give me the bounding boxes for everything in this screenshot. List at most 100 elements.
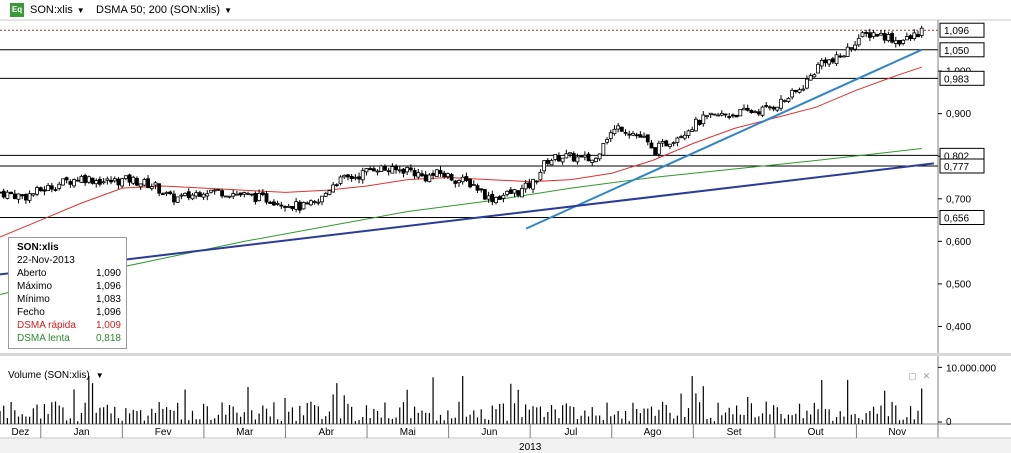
- candle[interactable]: [27, 193, 32, 201]
- candle[interactable]: [364, 168, 369, 173]
- candle[interactable]: [634, 134, 639, 137]
- candle[interactable]: [168, 191, 173, 195]
- close-panel-icon[interactable]: ✕: [922, 371, 931, 381]
- candle[interactable]: [712, 113, 717, 116]
- candle[interactable]: [901, 39, 906, 44]
- candle[interactable]: [160, 193, 165, 196]
- candle[interactable]: [79, 175, 84, 183]
- candle[interactable]: [564, 153, 569, 159]
- candle[interactable]: [575, 156, 580, 163]
- candle[interactable]: [645, 134, 650, 143]
- candle[interactable]: [264, 193, 269, 203]
- candle[interactable]: [16, 193, 21, 200]
- candle[interactable]: [705, 115, 709, 118]
- candle[interactable]: [749, 109, 754, 113]
- candle[interactable]: [279, 204, 284, 207]
- candle[interactable]: [9, 191, 14, 195]
- candle[interactable]: [172, 193, 176, 203]
- candle[interactable]: [501, 194, 506, 199]
- candle[interactable]: [779, 98, 783, 109]
- candle[interactable]: [716, 114, 721, 117]
- candle[interactable]: [253, 192, 258, 203]
- candle[interactable]: [438, 170, 443, 174]
- candle[interactable]: [123, 175, 128, 180]
- candle[interactable]: [623, 132, 628, 134]
- candle[interactable]: [368, 168, 373, 171]
- trendline-blue[interactable]: [525, 48, 923, 230]
- candle[interactable]: [442, 172, 447, 178]
- candle[interactable]: [908, 35, 913, 39]
- candle[interactable]: [494, 197, 498, 204]
- candle[interactable]: [531, 178, 535, 190]
- candle[interactable]: [431, 173, 435, 176]
- candle[interactable]: [112, 178, 117, 182]
- symbol-selector[interactable]: SON:xlis ▼: [30, 3, 85, 17]
- candle[interactable]: [771, 106, 776, 110]
- candle[interactable]: [768, 106, 772, 109]
- candle[interactable]: [127, 174, 132, 183]
- candle[interactable]: [131, 176, 136, 184]
- candle[interactable]: [805, 78, 809, 89]
- candle[interactable]: [897, 39, 902, 45]
- candle[interactable]: [420, 173, 424, 177]
- candle[interactable]: [523, 182, 528, 190]
- candle[interactable]: [390, 166, 395, 174]
- candle[interactable]: [568, 152, 572, 155]
- candle[interactable]: [57, 183, 62, 189]
- candle[interactable]: [423, 174, 428, 182]
- candle[interactable]: [693, 118, 698, 132]
- candle[interactable]: [331, 184, 336, 193]
- candle[interactable]: [216, 188, 221, 191]
- candle[interactable]: [808, 75, 813, 81]
- candle[interactable]: [297, 201, 302, 211]
- candle[interactable]: [197, 192, 202, 197]
- candle[interactable]: [249, 193, 254, 196]
- candle[interactable]: [638, 134, 643, 138]
- candle[interactable]: [542, 160, 547, 172]
- candle[interactable]: [146, 178, 150, 189]
- candle[interactable]: [738, 109, 743, 117]
- candle[interactable]: [753, 111, 758, 114]
- candle[interactable]: [408, 167, 413, 171]
- candle[interactable]: [397, 169, 402, 172]
- candle[interactable]: [98, 178, 102, 185]
- candle[interactable]: [238, 192, 243, 196]
- candle[interactable]: [527, 182, 532, 188]
- candle[interactable]: [323, 192, 328, 197]
- candle[interactable]: [445, 173, 450, 178]
- candle[interactable]: [919, 27, 924, 36]
- candle[interactable]: [879, 32, 883, 36]
- trendline-navy[interactable]: [0, 162, 935, 276]
- candle[interactable]: [312, 201, 317, 203]
- candle[interactable]: [212, 189, 217, 192]
- candle[interactable]: [612, 128, 617, 135]
- candle[interactable]: [538, 172, 543, 181]
- candle[interactable]: [682, 134, 687, 139]
- candle[interactable]: [301, 202, 306, 210]
- candle[interactable]: [190, 194, 195, 200]
- candle[interactable]: [138, 183, 143, 188]
- candle[interactable]: [912, 32, 917, 39]
- candle[interactable]: [690, 129, 695, 132]
- candle[interactable]: [38, 187, 43, 192]
- candle[interactable]: [605, 138, 609, 143]
- candle[interactable]: [72, 179, 76, 187]
- candle[interactable]: [183, 192, 187, 197]
- candle[interactable]: [860, 32, 865, 38]
- candle[interactable]: [149, 186, 154, 190]
- candle[interactable]: [49, 185, 54, 190]
- candle[interactable]: [490, 194, 495, 203]
- candle[interactable]: [886, 34, 891, 42]
- candle[interactable]: [742, 107, 746, 111]
- candle[interactable]: [597, 153, 602, 160]
- slow-ma-line[interactable]: [0, 148, 922, 295]
- candle[interactable]: [109, 179, 113, 183]
- candle[interactable]: [708, 112, 713, 115]
- candle[interactable]: [457, 180, 461, 184]
- candle[interactable]: [194, 192, 199, 197]
- candle[interactable]: [668, 143, 672, 147]
- candle[interactable]: [497, 196, 502, 200]
- candle[interactable]: [890, 33, 894, 43]
- volume-panel-label[interactable]: Volume (SON:xlis) ▼: [8, 370, 104, 382]
- candle[interactable]: [816, 63, 820, 74]
